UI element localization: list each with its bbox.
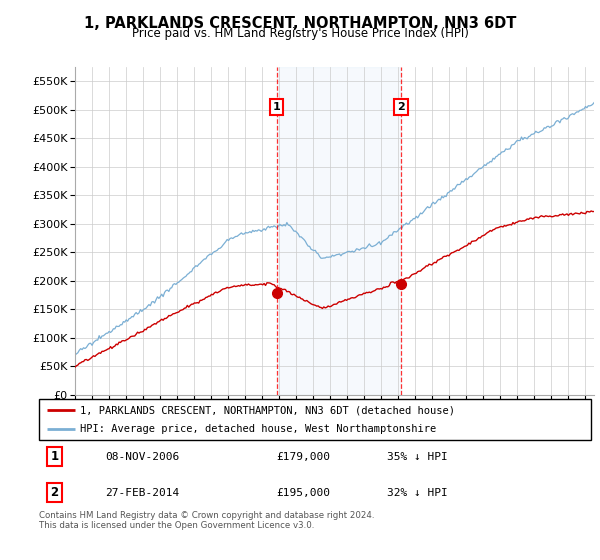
Text: 32% ↓ HPI: 32% ↓ HPI — [387, 488, 448, 498]
Bar — [277, 67, 401, 395]
Text: 1, PARKLANDS CRESCENT, NORTHAMPTON, NN3 6DT (detached house): 1, PARKLANDS CRESCENT, NORTHAMPTON, NN3 … — [80, 405, 455, 415]
Text: 27-FEB-2014: 27-FEB-2014 — [105, 488, 179, 498]
Text: 2: 2 — [50, 486, 59, 499]
Text: £179,000: £179,000 — [277, 451, 331, 461]
Text: 1: 1 — [50, 450, 59, 463]
Text: Contains HM Land Registry data © Crown copyright and database right 2024.
This d: Contains HM Land Registry data © Crown c… — [39, 511, 374, 530]
Text: 08-NOV-2006: 08-NOV-2006 — [105, 451, 179, 461]
Text: 35% ↓ HPI: 35% ↓ HPI — [387, 451, 448, 461]
FancyBboxPatch shape — [39, 399, 591, 440]
Text: 1, PARKLANDS CRESCENT, NORTHAMPTON, NN3 6DT: 1, PARKLANDS CRESCENT, NORTHAMPTON, NN3 … — [84, 16, 516, 31]
Text: 1: 1 — [273, 102, 281, 112]
Text: HPI: Average price, detached house, West Northamptonshire: HPI: Average price, detached house, West… — [80, 424, 437, 433]
Text: £195,000: £195,000 — [277, 488, 331, 498]
Text: 2: 2 — [397, 102, 405, 112]
Text: Price paid vs. HM Land Registry's House Price Index (HPI): Price paid vs. HM Land Registry's House … — [131, 27, 469, 40]
